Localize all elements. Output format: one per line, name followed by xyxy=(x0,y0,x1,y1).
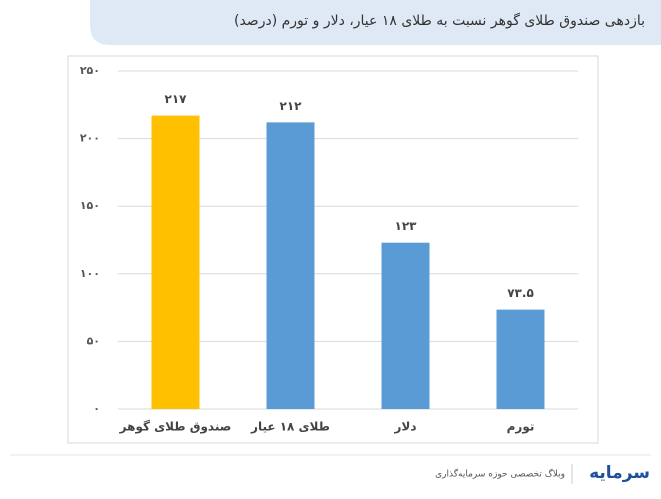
bar xyxy=(496,309,545,409)
y-tick-label: ۲۵۰ xyxy=(80,64,100,77)
value-label: ۲۱۲ xyxy=(280,99,303,113)
y-tick-label: ۵۰ xyxy=(87,334,100,347)
footer-tagline: وبلاگ تخصصی حوزه سرمایه‌گذاری xyxy=(435,468,565,480)
y-tick-label: ۲۰۰ xyxy=(80,132,100,145)
bar xyxy=(151,115,200,409)
value-label: ۷۳.۵ xyxy=(507,286,534,300)
value-label: ۲۱۷ xyxy=(165,92,188,106)
chart-title: بازدهی صندوق طلای گوهر نسبت به طلای ۱۸ ع… xyxy=(234,12,645,29)
y-tick-label: ۱۰۰ xyxy=(80,267,100,280)
x-tick-label: طلای ۱۸ عیار xyxy=(250,420,330,434)
y-tick-label: ۰ xyxy=(93,402,100,415)
x-tick-label: تورم xyxy=(507,420,535,435)
x-tick-label: صندوق طلای گوهر xyxy=(119,420,232,435)
header-banner xyxy=(90,0,661,45)
y-tick-label: ۱۵۰ xyxy=(80,199,100,212)
bar xyxy=(266,122,315,409)
x-tick-label: دلار xyxy=(393,420,416,434)
logo: سرمایه xyxy=(589,463,650,483)
value-label: ۱۲۳ xyxy=(395,219,418,233)
bar xyxy=(381,242,430,409)
